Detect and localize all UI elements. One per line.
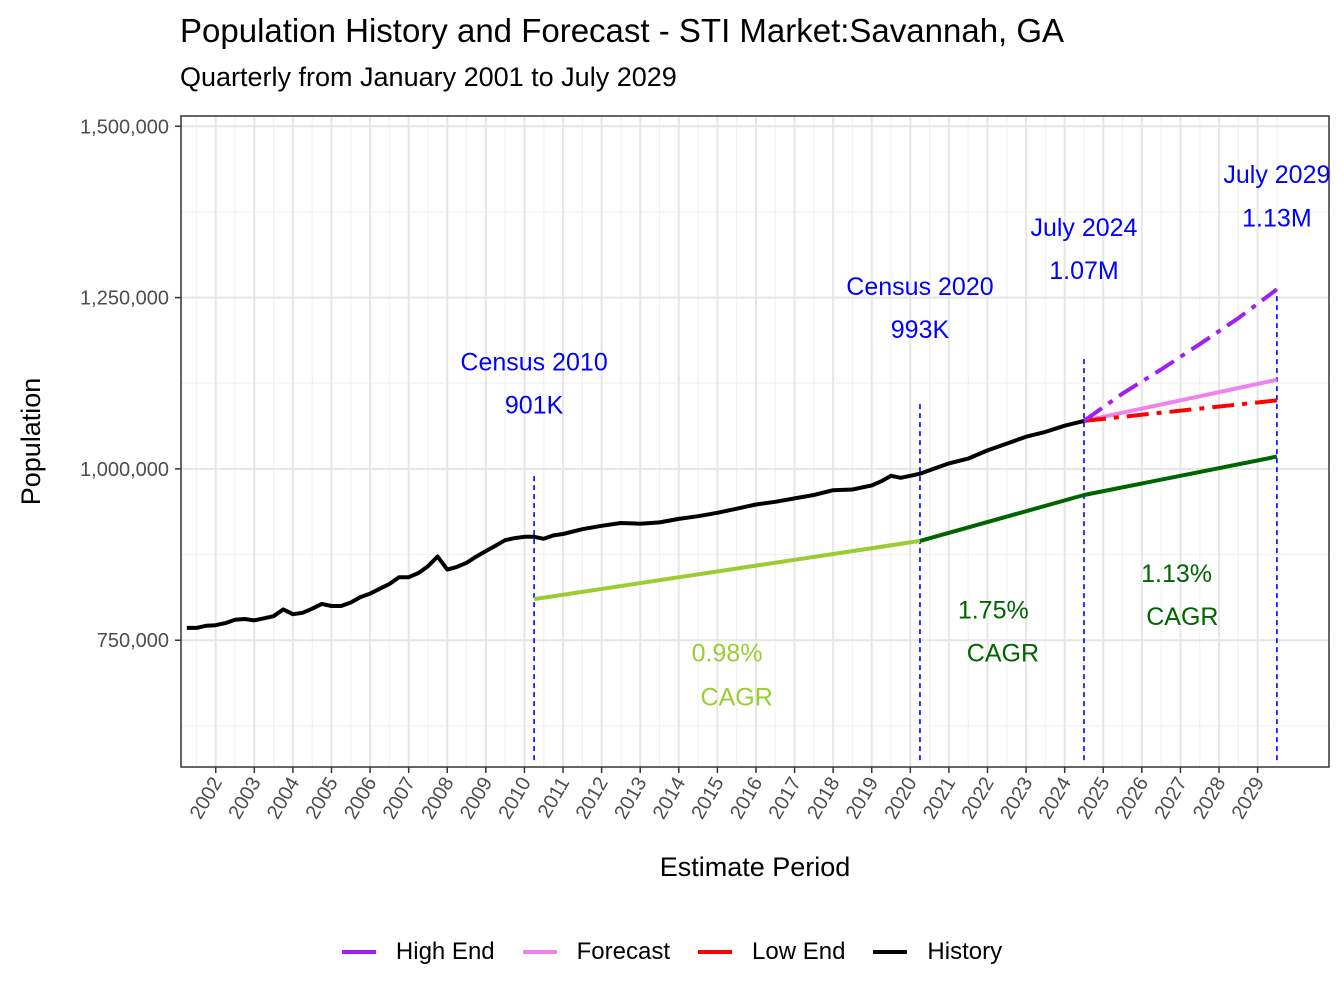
- x-tick-label: 2002: [186, 774, 227, 824]
- x-tick-label: 2014: [649, 774, 690, 824]
- x-tick-label: 2020: [880, 774, 921, 824]
- annotation-901k: 901K: [505, 391, 564, 419]
- series-line-cagr-2020-2029: [919, 454, 1278, 543]
- legend-item-history: History: [873, 938, 1002, 966]
- annotation-census-2010: Census 2010: [460, 348, 607, 376]
- annotation-1-13: 1.13%: [1141, 560, 1212, 588]
- y-axis-title: Population: [16, 378, 46, 506]
- x-tick-label: 2028: [1189, 774, 1230, 824]
- x-tick-label: 2029: [1228, 774, 1269, 824]
- x-axis-title: Estimate Period: [660, 852, 851, 882]
- legend-label-high-end: High End: [395, 938, 495, 965]
- chart-title: Population History and Forecast - STI Ma…: [180, 12, 1065, 49]
- x-tick-label: 2010: [494, 774, 535, 824]
- series-line-history: [186, 418, 1085, 630]
- annotation-july-2024: July 2024: [1030, 214, 1137, 242]
- x-tick-label: 2022: [958, 774, 999, 824]
- x-tick-label: 2027: [1150, 774, 1191, 824]
- annotation-993k: 993K: [891, 316, 950, 344]
- legend-swatch-forecast: [522, 950, 557, 954]
- annotation-july-2029: July 2029: [1223, 161, 1330, 189]
- annotation-cagr: CAGR: [701, 683, 773, 711]
- chart-legend: High End Forecast Low End History: [0, 938, 1344, 966]
- x-tick-label: 2008: [417, 774, 458, 824]
- annotation-cagr: CAGR: [967, 640, 1039, 668]
- legend-swatch-high-end: [341, 950, 376, 954]
- annotation-1-75: 1.75%: [958, 596, 1029, 624]
- x-tick-label: 2003: [224, 774, 265, 824]
- series-line-forecast: [1083, 377, 1278, 423]
- x-tick-label: 2024: [1035, 774, 1076, 824]
- legend-swatch-low-end: [698, 950, 733, 954]
- legend-label-history: History: [927, 938, 1003, 965]
- y-tick-label: 750,000: [97, 630, 169, 652]
- y-tick-label: 1,250,000: [80, 288, 169, 310]
- x-tick-label: 2015: [687, 774, 728, 824]
- series-line-low-end: [1083, 398, 1278, 423]
- annotation-1-07m: 1.07M: [1049, 257, 1118, 285]
- x-tick-label: 2021: [919, 774, 960, 824]
- x-tick-label: 2005: [302, 774, 343, 824]
- legend-label-low-end: Low End: [752, 938, 846, 965]
- annotation-0-98: 0.98%: [692, 640, 763, 668]
- annotation-1-13m: 1.13M: [1242, 204, 1311, 232]
- series-line-high-end: [1082, 287, 1279, 423]
- y-tick-label: 1,500,000: [80, 116, 169, 138]
- x-tick-label: 2016: [726, 774, 767, 824]
- annotation-cagr: CAGR: [1146, 603, 1218, 631]
- x-tick-label: 2025: [1073, 774, 1114, 824]
- x-tick-label: 2013: [610, 774, 651, 824]
- y-tick-label: 1,000,000: [80, 459, 169, 481]
- chart-subtitle: Quarterly from January 2001 to July 2029: [180, 62, 677, 92]
- plot-border: [180, 115, 1330, 768]
- legend-swatch-history: [873, 950, 908, 954]
- x-tick-label: 2007: [379, 774, 420, 824]
- x-tick-label: 2006: [340, 774, 381, 824]
- x-tick-label: 2017: [765, 774, 806, 824]
- legend-item-forecast: Forecast: [522, 938, 671, 966]
- x-tick-label: 2026: [1112, 774, 1153, 824]
- x-tick-label: 2012: [572, 774, 613, 824]
- x-tick-label: 2009: [456, 774, 497, 824]
- x-tick-label: 2011: [534, 774, 575, 822]
- x-tick-label: 2019: [842, 774, 883, 824]
- legend-item-low-end: Low End: [698, 938, 845, 966]
- legend-label-forecast: Forecast: [576, 938, 671, 965]
- x-tick-label: 2004: [263, 774, 304, 824]
- x-tick-label: 2018: [803, 774, 844, 824]
- annotation-census-2020: Census 2020: [846, 273, 993, 301]
- x-tick-label: 2023: [996, 774, 1037, 824]
- series-line-cagr-2010-2020: [533, 538, 921, 602]
- legend-item-high-end: High End: [341, 938, 495, 966]
